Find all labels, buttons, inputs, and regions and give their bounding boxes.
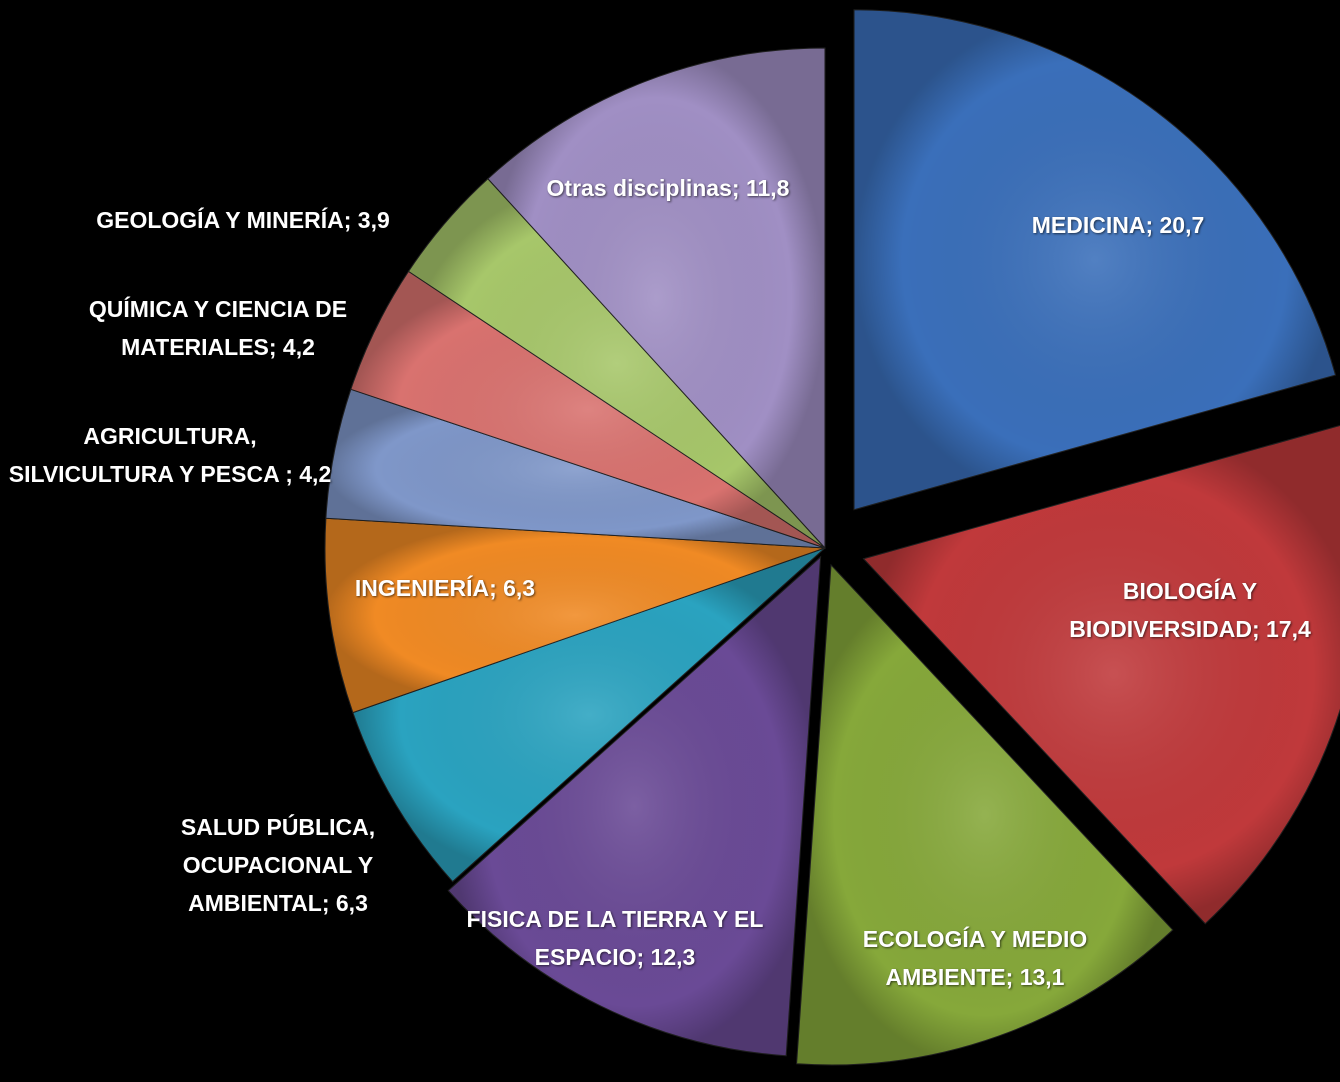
category-name: ECOLOGÍA Y MEDIO AMBIENTE; — [862, 926, 1088, 990]
category-name: MEDICINA; — [1031, 212, 1154, 238]
value-label: 12,3 — [650, 944, 696, 970]
slice-label: GEOLOGÍA Y MINERÍA; 3,9 — [83, 201, 403, 239]
value-label: 13,1 — [1019, 964, 1065, 990]
pie-slice — [853, 9, 1337, 511]
category-name: AGRICULTURA, SILVICULTURA Y PESCA ; — [8, 423, 293, 487]
slice-label: SALUD PÚBLICA, OCUPACIONAL Y AMBIENTAL; … — [143, 808, 413, 922]
slice-label: ECOLOGÍA Y MEDIO AMBIENTE; 13,1 — [825, 920, 1125, 996]
slice-label: INGENIERÍA; 6,3 — [315, 569, 575, 607]
value-label: 4,2 — [282, 334, 315, 360]
slice-label: AGRICULTURA, SILVICULTURA Y PESCA ; 4,2 — [0, 417, 340, 493]
slice-label: QUÍMICA Y CIENCIA DE MATERIALES; 4,2 — [53, 290, 383, 366]
slice-label: BIOLOGÍA Y BIODIVERSIDAD; 17,4 — [1030, 572, 1340, 648]
slice-label: MEDICINA; 20,7 — [958, 206, 1278, 244]
value-label: 17,4 — [1266, 616, 1311, 642]
value-label: 11,8 — [745, 175, 790, 201]
value-label: 4,2 — [299, 461, 332, 487]
value-label: 20,7 — [1159, 212, 1205, 238]
value-label: 6,3 — [503, 575, 536, 601]
slice-label: Otras disciplinas; 11,8 — [498, 169, 838, 207]
category-name: GEOLOGÍA Y MINERÍA; — [96, 207, 352, 233]
category-name: SALUD PÚBLICA, OCUPACIONAL Y AMBIENTAL; — [180, 814, 376, 916]
category-name: QUÍMICA Y CIENCIA DE MATERIALES; — [88, 296, 348, 360]
category-name: FISICA DE LA TIERRA Y EL ESPACIO; — [466, 906, 764, 970]
category-name: Otras disciplinas; — [546, 175, 740, 201]
value-label: 3,9 — [357, 207, 390, 233]
slice-label: FISICA DE LA TIERRA Y EL ESPACIO; 12,3 — [465, 900, 765, 976]
category-name: BIOLOGÍA Y BIODIVERSIDAD; — [1069, 578, 1260, 642]
category-name: INGENIERÍA; — [354, 575, 497, 601]
value-label: 6,3 — [335, 890, 368, 916]
